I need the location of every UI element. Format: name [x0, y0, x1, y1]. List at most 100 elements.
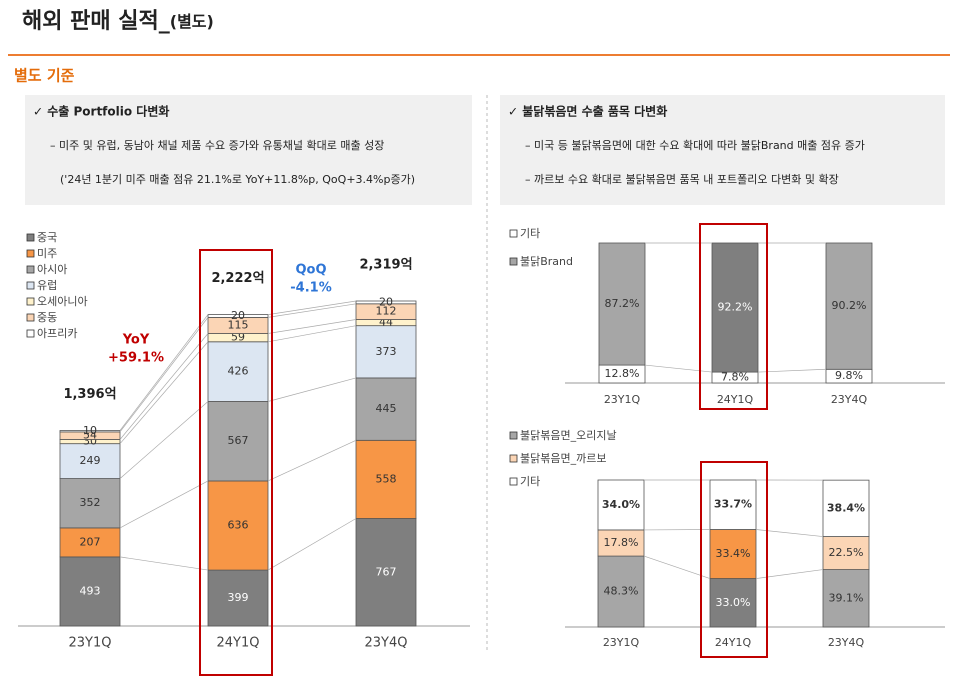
x-tick-label: 24Y1Q	[715, 636, 752, 649]
legend-label: 아시아	[37, 263, 67, 276]
value-label: 17.8%	[604, 536, 639, 549]
value-label: 10	[83, 424, 97, 437]
legend-swatch	[509, 477, 518, 486]
value-label: 115	[228, 318, 249, 331]
bar-segment	[59, 430, 121, 433]
x-tick-label: 24Y1Q	[217, 636, 260, 651]
section-label: 별도 기준	[14, 67, 75, 85]
note-title: ✓ 불닭볶음면 수출 품목 다변화	[508, 104, 667, 119]
bar-segment	[207, 341, 269, 402]
x-tick-label: 23Y4Q	[365, 636, 408, 651]
value-label: 90.2%	[832, 299, 867, 312]
legend-label: 불닭볶음면_까르보	[520, 452, 606, 465]
bar-segment	[207, 569, 269, 627]
legend-swatch	[26, 313, 35, 322]
value-label: 373	[376, 345, 397, 358]
note-line: ('24년 1분기 미주 매출 점유 21.1%로 YoY+11.8%p, Qo…	[60, 173, 415, 186]
bar-segment	[59, 556, 121, 627]
bar-segment	[207, 480, 269, 571]
bar-segment	[709, 479, 757, 530]
note-line: – 미주 및 유럽, 동남아 채널 제품 수요 증가와 유통채널 확대로 매출 …	[50, 138, 384, 152]
legend-swatch	[26, 297, 35, 306]
bar-segment	[59, 478, 121, 529]
legend-swatch	[26, 265, 35, 274]
connector-line	[267, 300, 357, 315]
legend-label: 아프리카	[37, 327, 77, 340]
legend-label: 오세아니아	[37, 295, 88, 308]
value-label: 445	[376, 402, 397, 415]
legend-swatch	[26, 281, 35, 290]
note-line: – 미국 등 불닭볶음면에 대한 수요 확대에 따라 불닭Brand 매출 점유…	[525, 139, 865, 152]
value-label: 9.8%	[835, 369, 863, 382]
value-label: 87.2%	[605, 297, 640, 310]
annotation-value: -4.1%	[290, 281, 331, 296]
legend-label: 불닭Brand	[520, 255, 573, 268]
legend-label: 기타	[520, 475, 540, 488]
legend-label: 불닭볶음면_오리지날	[520, 429, 617, 442]
x-tick-label: 24Y1Q	[717, 393, 754, 406]
value-label: 22.5%	[829, 546, 864, 559]
value-label: 567	[228, 434, 249, 447]
value-label: 33.0%	[716, 596, 751, 609]
connector-line	[119, 333, 209, 440]
value-label: 249	[80, 454, 101, 467]
legend-swatch	[26, 233, 35, 242]
value-label: 38.4%	[827, 501, 865, 514]
bar-segment	[207, 401, 269, 482]
highlight-frame	[699, 223, 768, 410]
connector-line	[267, 439, 357, 482]
legend-label: 미주	[37, 247, 57, 260]
bar-segment	[597, 529, 645, 557]
value-label: 112	[376, 305, 397, 318]
value-label: 399	[228, 591, 249, 604]
legend-label: 중동	[37, 311, 57, 324]
connector-line	[644, 364, 713, 373]
bar-segment	[355, 439, 417, 519]
note-box	[25, 95, 472, 205]
connector-line	[643, 555, 711, 579]
legend-swatch	[26, 249, 35, 258]
value-label: 34.0%	[602, 498, 640, 511]
connector-line	[267, 377, 357, 402]
value-label: 7.8%	[721, 371, 749, 384]
value-label: 636	[228, 519, 249, 532]
connector-line	[119, 401, 209, 479]
total-label: 2,319억	[359, 258, 412, 273]
legend-swatch	[509, 454, 518, 463]
value-label: 33.4%	[716, 547, 751, 560]
x-tick-label: 23Y1Q	[69, 636, 112, 651]
highlight-frame	[199, 249, 273, 676]
value-label: 352	[80, 496, 101, 509]
connector-line	[267, 319, 357, 334]
legend-swatch	[509, 229, 518, 238]
x-tick-label: 23Y1Q	[603, 636, 640, 649]
connector-line	[757, 368, 827, 373]
bar-segment	[597, 479, 645, 531]
title-main: 해외 판매 실적_	[22, 9, 170, 34]
note-line: – 까르보 수요 확대로 불닭볶음면 품목 내 포트폴리오 다변화 및 확장	[525, 173, 839, 186]
bar-segment	[355, 300, 417, 305]
connector-line	[119, 314, 209, 431]
value-label: 33.7%	[714, 498, 752, 511]
legend-label: 유럽	[37, 278, 57, 292]
bar-segment	[598, 242, 646, 366]
title: 해외 판매 실적_(별도)	[22, 9, 214, 34]
bar-segment	[59, 527, 121, 558]
value-label: 12.8%	[605, 367, 640, 380]
bar-segment	[825, 242, 873, 370]
bar-segment	[355, 325, 417, 379]
bar-segment	[59, 443, 121, 479]
bar-segment	[711, 242, 759, 373]
value-label: 558	[376, 472, 397, 485]
value-label: 207	[80, 535, 101, 548]
legend-swatch	[26, 329, 35, 338]
connector-line	[119, 341, 209, 444]
highlight-frame	[700, 461, 768, 658]
connector-line	[119, 480, 209, 529]
bar-segment	[597, 555, 645, 628]
title-sub: (별도)	[170, 12, 214, 31]
value-label: 493	[80, 584, 101, 597]
bar-segment	[822, 479, 870, 537]
bar-segment	[207, 314, 269, 318]
